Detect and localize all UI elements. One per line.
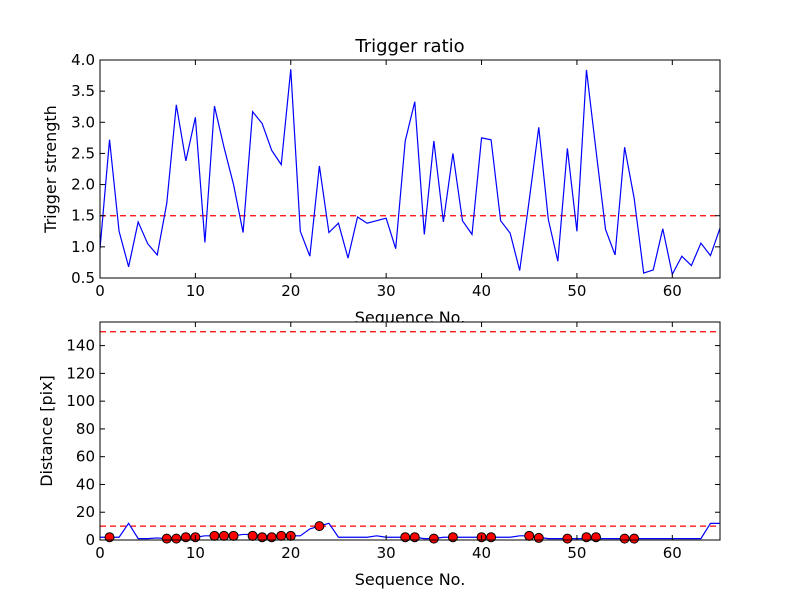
y-tick-label: 2.0 — [71, 176, 95, 194]
x-tick-label: 20 — [281, 544, 300, 562]
x-tick-label: 40 — [472, 544, 491, 562]
y-axis-label-top: Trigger strength — [41, 105, 60, 234]
y-tick-label: 0 — [85, 531, 95, 549]
data-point-marker — [247, 530, 258, 541]
data-point-marker — [171, 533, 182, 544]
data-point-marker — [447, 532, 458, 543]
y-tick-label: 120 — [66, 364, 95, 382]
y-tick-label: 80 — [76, 420, 95, 438]
y-tick-label: 0.5 — [71, 269, 95, 287]
data-point-marker — [428, 533, 439, 544]
x-tick-label: 10 — [186, 544, 205, 562]
x-tick-label: 60 — [663, 282, 682, 300]
data-point-marker — [619, 533, 630, 544]
data-point-marker — [524, 530, 535, 541]
y-tick-label: 140 — [66, 337, 95, 355]
y-tick-label: 100 — [66, 392, 95, 410]
data-point-marker — [562, 533, 573, 544]
x-tick-label: 60 — [663, 544, 682, 562]
y-tick-label: 4.0 — [71, 51, 95, 69]
y-tick-label: 1.0 — [71, 238, 95, 256]
y-tick-label: 60 — [76, 448, 95, 466]
distance-plot: 0 10 20 30 40 50 60 0 20 40 60 80 100 120 140 Sequenc… — [37, 321, 721, 589]
axes-frame-bottom — [99, 321, 721, 541]
y-tick-label: 20 — [76, 503, 95, 521]
series-line — [99, 69, 721, 277]
y-tick-label: 2.5 — [71, 144, 95, 162]
data-point-marker — [257, 532, 268, 543]
data-point-marker — [591, 532, 601, 543]
trigger-ratio-plot: Trigger ratio 0 10 20 30 40 50 60 0.5 1.0 1.5 2.0… — [41, 36, 721, 327]
plot-area-bottom — [100, 322, 720, 540]
chart-title: Trigger ratio — [354, 36, 464, 57]
data-point-marker — [266, 532, 277, 543]
x-tick-label: 30 — [377, 544, 396, 562]
data-point-marker — [219, 530, 229, 541]
data-point-marker — [581, 532, 592, 543]
x-tick-label: 20 — [281, 282, 300, 300]
data-point-marker — [104, 532, 115, 543]
x-tick-label: 10 — [186, 282, 205, 300]
data-point-marker — [314, 521, 325, 532]
y-tick-label: 40 — [76, 475, 95, 493]
data-point-marker — [276, 530, 287, 541]
data-point-marker — [400, 532, 411, 543]
data-point-marker — [161, 533, 172, 544]
data-point-marker — [228, 530, 239, 541]
data-point-marker — [533, 532, 544, 543]
data-point-marker — [629, 533, 640, 544]
plot-area-top — [100, 60, 720, 278]
data-point-marker — [486, 532, 497, 543]
x-tick-label: 50 — [567, 282, 586, 300]
data-point-marker — [409, 532, 420, 543]
x-tick-label: 0 — [95, 282, 105, 300]
x-tick-label: 30 — [377, 282, 396, 300]
data-point-marker — [209, 530, 220, 541]
y-tick-label: 3.0 — [71, 113, 95, 131]
x-tick-label: 40 — [472, 282, 491, 300]
y-tick-label: 1.5 — [71, 207, 95, 225]
x-tick-label: 50 — [567, 544, 586, 562]
data-point-marker — [180, 532, 191, 543]
y-tick-label: 3.5 — [71, 82, 95, 100]
axes-frame-top — [99, 59, 721, 279]
x-tick-label: 0 — [95, 544, 105, 562]
y-axis-label-bottom: Distance [pix] — [37, 375, 56, 487]
x-axis-label-bottom: Sequence No. — [355, 570, 466, 589]
